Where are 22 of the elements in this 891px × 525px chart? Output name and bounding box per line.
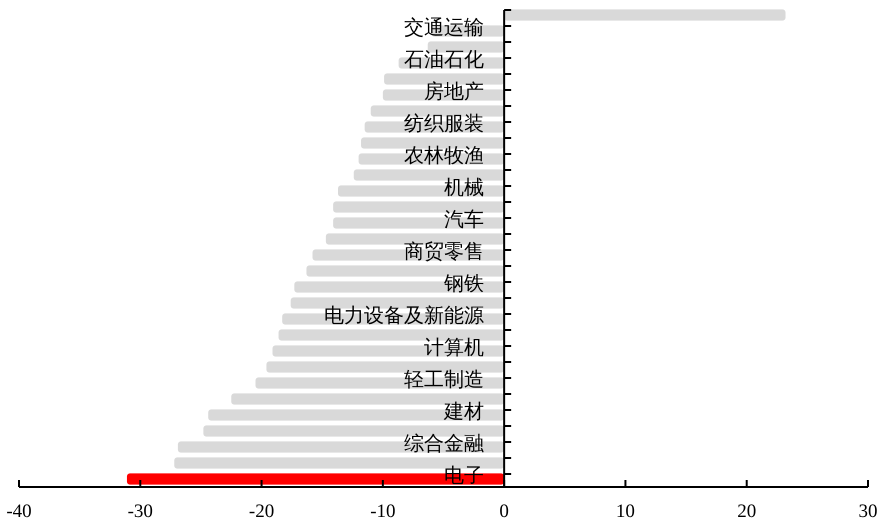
x-tick-label: -30 [128,501,153,522]
y-tick-label: 农林牧渔 [404,145,484,167]
y-tick-label: 纺织服装 [404,113,484,135]
y-tick-label: 商贸零售 [404,241,484,263]
y-tick-label: 综合金融 [404,433,484,455]
y-tick-label: 建材 [443,401,484,423]
y-tick-label: 轻工制造 [404,369,484,391]
x-tick-label: -10 [370,501,396,522]
x-tick-label: 10 [616,501,635,522]
x-tick-label: 0 [499,501,509,522]
y-tick-label: 石油石化 [404,49,484,71]
y-tick-label: 电力设备及新能源 [324,305,484,327]
y-tick-label: 机械 [444,177,484,199]
y-tick-label: 计算机 [424,337,484,359]
y-tick-label: 交通运输 [404,17,484,39]
y-tick-label: 房地产 [424,81,484,103]
x-tick-label: 20 [737,501,756,522]
x-tick-label: 30 [858,501,878,522]
y-tick-label: 钢铁 [443,273,484,295]
x-tick-label: -20 [248,501,274,522]
y-tick-label: 汽车 [444,209,484,231]
x-tick-label: -40 [6,501,32,522]
